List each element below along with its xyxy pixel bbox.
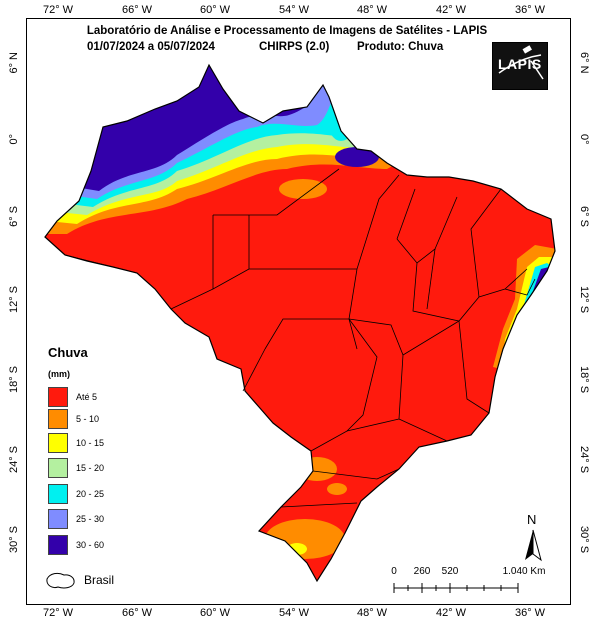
lat-label: 6° S xyxy=(8,206,20,227)
lon-label: 36° W xyxy=(514,607,546,619)
lon-label: 66° W xyxy=(121,607,153,619)
legend-swatch xyxy=(48,387,68,407)
lat-label: 12° S xyxy=(578,286,590,314)
legend-label: 25 - 30 xyxy=(76,514,105,524)
legend-item: 20 - 25 xyxy=(48,483,104,505)
lon-label: 42° W xyxy=(435,4,467,16)
lat-label: 6° N xyxy=(8,52,20,74)
lat-label: 24° S xyxy=(8,446,20,474)
scale-bar: 0 260 520 1.040 Km xyxy=(384,566,554,596)
header-product: Produto: Chuva xyxy=(357,41,444,53)
scale-label: 0 xyxy=(391,566,397,577)
lat-label: 6° N xyxy=(578,52,590,74)
lon-label: 36° W xyxy=(514,4,546,16)
satellite-icon xyxy=(498,45,544,80)
boundary-key: Brasil xyxy=(44,570,144,592)
legend-swatch xyxy=(48,484,68,504)
legend-swatch xyxy=(48,509,68,529)
scale-label: 1.040 Km xyxy=(502,566,546,577)
header-dates: 01/07/2024 a 05/07/2024 xyxy=(87,41,215,53)
legend-item: 5 - 10 xyxy=(48,408,99,430)
lat-label: 30° S xyxy=(8,526,20,554)
lat-label: 30° S xyxy=(578,526,590,554)
brazil-rainfall-map xyxy=(44,63,556,583)
lat-label: 12° S xyxy=(8,286,20,314)
legend-label: Até 5 xyxy=(76,392,98,402)
logo-text: LAPIS xyxy=(498,56,542,72)
legend-item: 10 - 15 xyxy=(48,432,104,454)
lat-label: 0° xyxy=(578,134,590,145)
scale-label: 520 xyxy=(441,566,459,577)
brazil-outline-icon xyxy=(46,572,75,589)
lat-label: 18° S xyxy=(578,366,590,394)
lon-label: 48° W xyxy=(356,4,388,16)
lon-label: 66° W xyxy=(121,4,153,16)
lat-label: 6° S xyxy=(578,206,590,227)
legend-title: Chuva xyxy=(48,345,88,360)
north-label: N xyxy=(527,512,537,527)
legend-label: 10 - 15 xyxy=(76,438,105,448)
legend-unit: (mm) xyxy=(48,369,70,379)
legend-label: 15 - 20 xyxy=(76,463,105,473)
scale-label: 260 xyxy=(413,566,431,577)
header-model: CHIRPS (2.0) xyxy=(259,41,330,53)
lon-label: 48° W xyxy=(356,607,388,619)
lon-label: 60° W xyxy=(199,4,231,16)
legend-swatch xyxy=(48,433,68,453)
legend-label: 20 - 25 xyxy=(76,489,105,499)
lon-label: 60° W xyxy=(199,607,231,619)
map-frame: Laboratório de Análise e Processamento d… xyxy=(26,18,571,605)
lat-label: 0° xyxy=(8,134,20,145)
legend-swatch xyxy=(48,409,68,429)
lon-label: 54° W xyxy=(278,4,310,16)
boundary-key-label: Brasil xyxy=(84,573,115,587)
legend-label: 5 - 10 xyxy=(76,414,100,424)
header-title: Laboratório de Análise e Processamento d… xyxy=(86,25,488,37)
north-arrow: N xyxy=(516,512,550,562)
lon-label: 72° W xyxy=(42,4,74,16)
lon-label: 42° W xyxy=(435,607,467,619)
lon-label: 72° W xyxy=(42,607,74,619)
lat-label: 24° S xyxy=(578,446,590,474)
legend-swatch xyxy=(48,535,68,555)
north-arrow-icon xyxy=(525,529,542,562)
legend-swatch xyxy=(48,458,68,478)
legend-item: 30 - 60 xyxy=(48,534,104,556)
lat-label: 18° S xyxy=(8,366,20,394)
lapis-logo: LAPIS xyxy=(492,42,548,90)
legend-item: 25 - 30 xyxy=(48,508,104,530)
lon-label: 54° W xyxy=(278,607,310,619)
legend-item: 15 - 20 xyxy=(48,457,104,479)
scale-bar-ruler xyxy=(393,583,519,593)
legend-item: Até 5 xyxy=(48,386,97,408)
legend-label: 30 - 60 xyxy=(76,540,105,550)
